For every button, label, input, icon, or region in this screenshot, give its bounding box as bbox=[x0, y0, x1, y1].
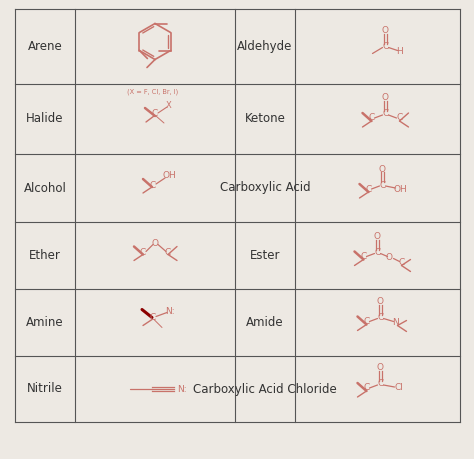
Text: Cl: Cl bbox=[394, 384, 403, 392]
Text: O: O bbox=[374, 232, 381, 241]
Text: (X = F, Cl, Br, I): (X = F, Cl, Br, I) bbox=[128, 89, 179, 95]
Text: Ketone: Ketone bbox=[245, 112, 285, 125]
Text: C: C bbox=[360, 252, 366, 261]
Text: O: O bbox=[379, 164, 386, 174]
Text: O: O bbox=[382, 26, 389, 35]
Text: N:: N: bbox=[177, 385, 187, 393]
Text: O: O bbox=[382, 94, 389, 102]
Text: C: C bbox=[364, 384, 370, 392]
Text: C: C bbox=[152, 110, 158, 118]
Text: Carboxylic Acid Chloride: Carboxylic Acid Chloride bbox=[193, 382, 337, 396]
Text: N:: N: bbox=[165, 307, 175, 316]
Text: OH: OH bbox=[162, 172, 176, 180]
Text: C: C bbox=[365, 185, 372, 194]
Text: Aldehyde: Aldehyde bbox=[237, 40, 292, 53]
Text: C: C bbox=[364, 317, 370, 326]
Text: C: C bbox=[377, 380, 383, 388]
Text: H: H bbox=[396, 47, 403, 56]
Text: X: X bbox=[166, 101, 172, 111]
Text: Ether: Ether bbox=[29, 249, 61, 262]
Text: Amide: Amide bbox=[246, 316, 284, 329]
Text: Carboxylic Acid: Carboxylic Acid bbox=[219, 181, 310, 195]
Text: C: C bbox=[150, 313, 156, 322]
Text: O: O bbox=[152, 239, 158, 248]
Text: C: C bbox=[368, 113, 374, 123]
Text: Halide: Halide bbox=[26, 112, 64, 125]
Text: OH: OH bbox=[393, 185, 407, 194]
Text: C: C bbox=[383, 110, 389, 118]
Text: C: C bbox=[383, 42, 389, 51]
Text: Amine: Amine bbox=[26, 316, 64, 329]
Text: C: C bbox=[377, 313, 383, 322]
Text: Ester: Ester bbox=[250, 249, 280, 262]
Text: C: C bbox=[165, 248, 171, 257]
Text: Alcohol: Alcohol bbox=[24, 181, 66, 195]
Text: C: C bbox=[398, 258, 405, 267]
Text: C: C bbox=[396, 113, 402, 123]
Text: C: C bbox=[379, 180, 386, 190]
Text: C: C bbox=[140, 248, 146, 257]
Text: O: O bbox=[386, 253, 393, 262]
Text: Arene: Arene bbox=[27, 40, 63, 53]
Text: O: O bbox=[377, 297, 384, 306]
Text: O: O bbox=[377, 364, 384, 373]
Text: Nitrile: Nitrile bbox=[27, 382, 63, 396]
Text: C: C bbox=[374, 248, 381, 257]
Text: C: C bbox=[150, 180, 156, 190]
Text: N: N bbox=[392, 318, 399, 327]
